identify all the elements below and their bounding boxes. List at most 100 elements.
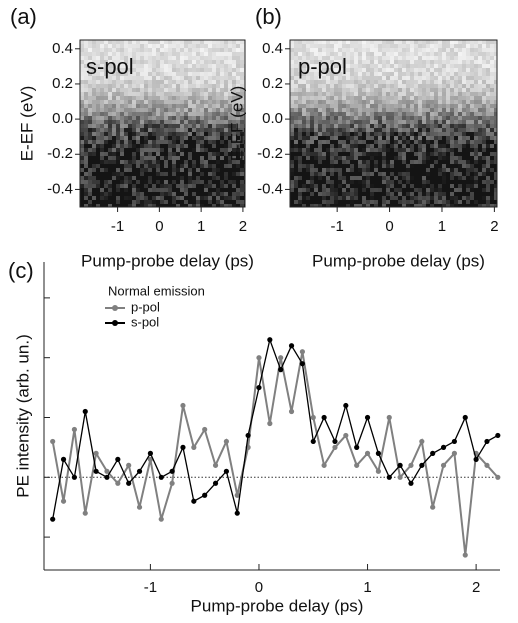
heatmap-pixel [438,64,442,68]
heatmap-pixel [362,48,366,52]
heatmap-pixel [362,76,366,80]
heatmap-pixel [314,52,318,56]
heatmap-pixel [418,116,422,120]
heatmap-pixel [302,188,306,192]
heatmap-pixel [302,128,306,132]
heatmap-pixel [128,68,132,72]
heatmap-pixel [136,184,140,188]
heatmap-pixel [160,140,164,144]
heatmap-pixel [108,188,112,192]
heatmap-pixel [382,96,386,100]
heatmap-pixel [434,184,438,188]
heatmap-pixel [140,200,144,204]
heatmap-pixel [474,112,478,116]
heatmap-pixel [152,160,156,164]
heatmap-pixel [458,60,462,64]
heatmap-pixel [322,60,326,64]
heatmap-pixel [482,140,486,144]
heatmap-pixel [156,140,160,144]
heatmap-pixel [414,176,418,180]
heatmap-pixel [438,184,442,188]
heatmap-pixel [172,40,176,44]
heatmap-pixel [494,188,497,192]
heatmap-pixel [410,180,414,184]
heatmap-pixel [430,56,434,60]
heatmap-pixel [470,56,474,60]
heatmap-pixel [212,108,216,112]
heatmap-pixel [410,72,414,76]
heatmap-pixel [386,188,390,192]
heatmap-pixel [478,92,482,96]
heatmap-pixel [140,76,144,80]
heatmap-pixel [370,176,374,180]
heatmap-pixel [160,164,164,168]
heatmap-pixel [426,60,430,64]
heatmap-pixel [92,172,96,176]
heatmap-pixel [232,60,236,64]
heatmap-pixel [462,72,466,76]
heatmap-pixel [192,80,196,84]
heatmap-pixel [466,68,470,72]
heatmap-pixel [212,48,216,52]
heatmap-pixel [306,80,310,84]
heatmap-pixel [156,164,160,168]
heatmap-pixel [144,48,148,52]
heatmap-pixel [382,56,386,60]
heatmap-pixel [204,56,208,60]
heatmap-pixel [446,88,450,92]
heatmap-pixel [462,96,466,100]
heatmap-pixel [144,168,148,172]
heatmap-pixel [438,188,442,192]
heatmap-pixel [350,44,354,48]
heatmap-pixel [140,56,144,60]
heatmap-pixel [128,132,132,136]
heatmap-pixel [310,136,314,140]
heatmap-pixel [406,80,410,84]
panel-label: (a) [10,4,37,29]
heatmap-pixel [366,52,370,56]
heatmap-pixel [160,148,164,152]
heatmap-pixel [446,84,450,88]
heatmap-pixel [430,64,434,68]
heatmap-pixel [366,116,370,120]
heatmap-pixel [172,200,176,204]
heatmap-pixel [204,64,208,68]
heatmap-pixel [358,76,362,80]
heatmap-pixel [462,128,466,132]
heatmap-pixel [132,96,136,100]
heatmap-pixel [212,64,216,68]
heatmap-pixel [350,164,354,168]
heatmap-pixel [326,80,330,84]
heatmap-pixel [80,156,84,160]
heatmap-pixel [290,100,294,104]
heatmap-pixel [302,168,306,172]
heatmap-pixel [342,172,346,176]
heatmap-pixel [236,164,240,168]
heatmap-pixel [168,124,172,128]
y-tick-label: 0.2 [262,75,283,92]
heatmap-pixel [406,88,410,92]
heatmap-pixel [176,124,180,128]
heatmap-pixel [168,72,172,76]
heatmap-pixel [482,128,486,132]
heatmap-pixel [168,140,172,144]
heatmap-pixel [136,176,140,180]
heatmap-pixel [192,92,196,96]
heatmap-pixel [208,104,212,108]
heatmap-pixel [426,116,430,120]
heatmap-pixel [124,176,128,180]
heatmap-pixel [220,140,224,144]
heatmap-pixel [310,48,314,52]
heatmap-pixel [232,76,236,80]
heatmap-pixel [322,120,326,124]
heatmap-pixel [382,176,386,180]
heatmap-pixel [478,200,482,204]
heatmap-pixel [434,132,438,136]
heatmap-pixel [358,136,362,140]
heatmap-pixel [128,180,132,184]
heatmap-pixel [402,184,406,188]
heatmap-pixel [486,56,490,60]
heatmap-pixel [192,60,196,64]
heatmap-pixel [466,112,470,116]
heatmap-pixel [204,160,208,164]
